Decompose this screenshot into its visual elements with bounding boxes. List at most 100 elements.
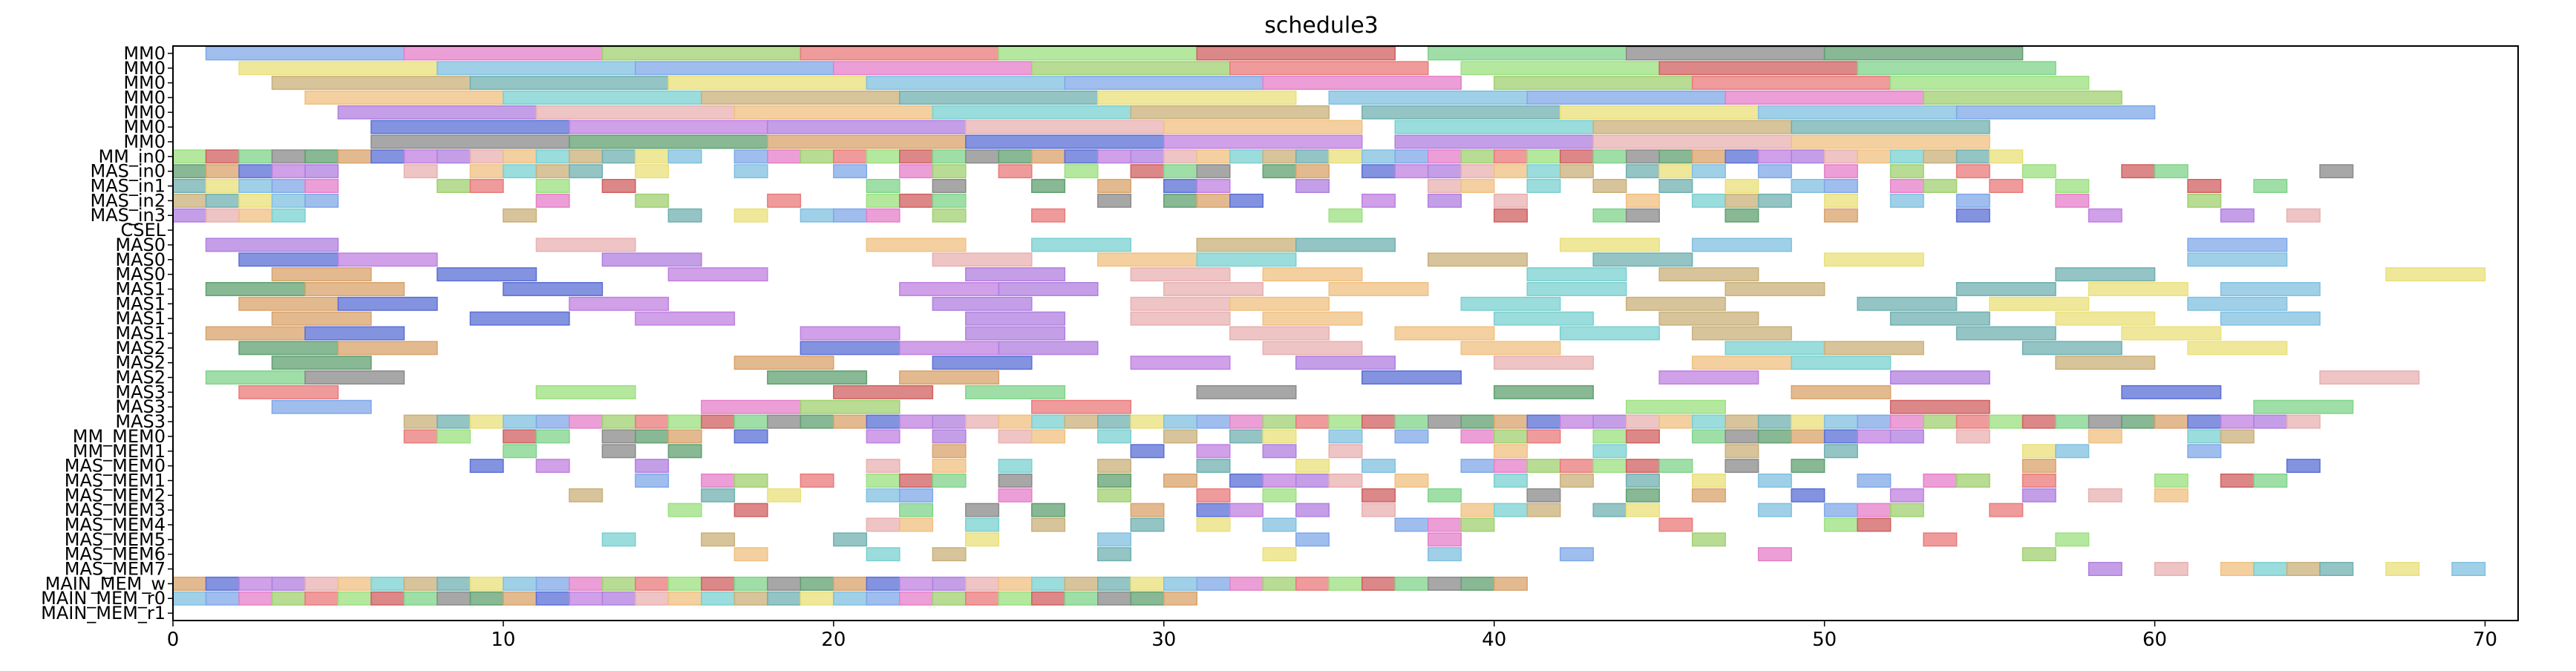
task-bar (768, 577, 800, 590)
task-bar (635, 62, 834, 74)
task-bar (239, 180, 272, 192)
task-bar (2056, 180, 2088, 192)
task-bar (2056, 415, 2088, 428)
task-bar (371, 150, 404, 163)
task-bar (2023, 165, 2056, 177)
task-bar (1659, 150, 1692, 163)
task-bar (470, 312, 569, 324)
task-bar (1825, 430, 1857, 442)
task-bar (206, 327, 304, 339)
task-bar (305, 371, 404, 384)
task-bar (1494, 150, 1527, 163)
task-bar (1164, 430, 1197, 442)
task-bar (602, 592, 635, 604)
task-bar (998, 459, 1031, 472)
chart-title: schedule3 (1264, 13, 1379, 39)
task-bar (2221, 415, 2254, 428)
task-bar (1725, 341, 1824, 354)
task-bar (272, 209, 304, 221)
task-bar (1593, 150, 1626, 163)
task-bar (1627, 209, 1659, 221)
task-bar (2023, 474, 2056, 487)
task-bar (470, 592, 503, 604)
task-bar (2023, 548, 2056, 560)
task-bar (1693, 533, 1725, 546)
task-bar (338, 341, 437, 354)
task-bar (206, 165, 238, 177)
task-bar (338, 577, 370, 590)
task-bar (932, 415, 965, 428)
task-bar (437, 415, 470, 428)
task-bar (734, 548, 767, 560)
task-bar (1230, 474, 1263, 487)
task-bar (1032, 518, 1065, 531)
task-bar (1825, 518, 1857, 531)
task-bar (371, 577, 404, 590)
task-bar (1527, 165, 1560, 177)
task-bar (1329, 209, 1361, 221)
task-bar (1857, 415, 1890, 428)
task-bar (1825, 180, 1857, 192)
task-bar (668, 445, 701, 457)
task-bar (404, 165, 437, 177)
task-bar (2287, 209, 2320, 221)
task-bar (932, 459, 965, 472)
task-bar (900, 194, 932, 207)
task-bar (371, 592, 404, 604)
task-bar (900, 341, 998, 354)
task-bar (1362, 165, 1395, 177)
task-bar (1230, 430, 1263, 442)
task-bar (1825, 209, 1857, 221)
task-bar (1791, 135, 1990, 148)
task-bar (635, 430, 668, 442)
task-bar (834, 533, 866, 546)
task-bar (1891, 400, 1990, 413)
task-bar (1593, 180, 1626, 192)
task-bar (800, 592, 833, 604)
task-bar (1693, 474, 1725, 487)
task-bar (1098, 489, 1131, 502)
task-bar (1957, 150, 1990, 163)
task-bar (206, 194, 238, 207)
task-bar (2089, 415, 2122, 428)
task-bar (1461, 518, 1494, 531)
task-bar (702, 489, 734, 502)
task-bar (437, 62, 635, 74)
task-bar (1725, 415, 1758, 428)
task-bar (503, 430, 536, 442)
task-bar (536, 577, 569, 590)
task-bar (1296, 180, 1329, 192)
task-bar (536, 150, 569, 163)
task-bar (1329, 445, 1361, 457)
task-bar (2056, 312, 2154, 324)
task-bar (1263, 165, 1295, 177)
task-bar (2188, 430, 2220, 442)
task-bar (602, 415, 635, 428)
task-bar (1197, 47, 1395, 59)
task-bar (536, 194, 569, 207)
task-bar (2089, 563, 2122, 575)
task-bar (800, 327, 899, 339)
task-bar (1857, 62, 2056, 74)
task-bar (1230, 503, 1263, 516)
task-bar (1098, 459, 1131, 472)
task-bar (536, 165, 569, 177)
task-bar (1527, 415, 1560, 428)
task-bar (404, 415, 437, 428)
task-bar (1032, 592, 1065, 604)
task-bar (998, 489, 1031, 502)
task-bar (1197, 180, 1229, 192)
task-bar (1263, 415, 1295, 428)
task-bar (1263, 150, 1295, 163)
task-bar (1659, 518, 1692, 531)
task-bar (602, 150, 635, 163)
task-bar (2155, 563, 2188, 575)
task-bar (1627, 400, 1725, 413)
task-bar (1164, 577, 1197, 590)
task-bar (1825, 194, 1857, 207)
task-bar (239, 592, 272, 604)
task-bar (239, 150, 272, 163)
task-bar (966, 120, 1164, 133)
task-bar (668, 76, 866, 89)
